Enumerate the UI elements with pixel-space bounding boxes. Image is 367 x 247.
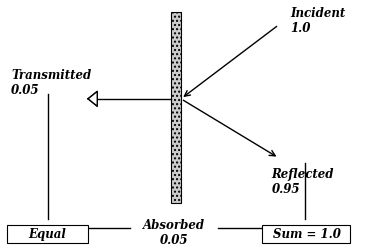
Bar [7, 225, 88, 244]
Text: Reflected
0.95: Reflected 0.95 [272, 168, 334, 196]
Bar [262, 225, 350, 244]
Polygon shape [88, 91, 97, 106]
Text: Transmitted
0.05: Transmitted 0.05 [11, 69, 91, 97]
Text: Equal: Equal [29, 228, 67, 241]
Bar [171, 12, 181, 203]
Text: Sum = 1.0: Sum = 1.0 [273, 228, 340, 241]
Text: Incident
1.0: Incident 1.0 [290, 7, 345, 35]
Text: Absorbed
0.05: Absorbed 0.05 [143, 219, 206, 247]
